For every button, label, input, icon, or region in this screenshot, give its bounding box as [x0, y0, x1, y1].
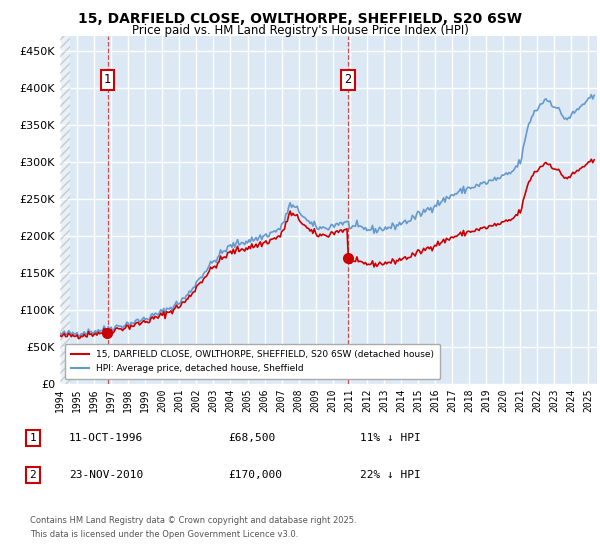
- Text: 1: 1: [29, 433, 37, 443]
- Text: £170,000: £170,000: [228, 470, 282, 480]
- Text: Contains HM Land Registry data © Crown copyright and database right 2025.: Contains HM Land Registry data © Crown c…: [30, 516, 356, 525]
- Text: 22% ↓ HPI: 22% ↓ HPI: [360, 470, 421, 480]
- Text: £68,500: £68,500: [228, 433, 275, 443]
- Text: 2: 2: [29, 470, 37, 480]
- Text: 23-NOV-2010: 23-NOV-2010: [69, 470, 143, 480]
- Text: 11-OCT-1996: 11-OCT-1996: [69, 433, 143, 443]
- Legend: 15, DARFIELD CLOSE, OWLTHORPE, SHEFFIELD, S20 6SW (detached house), HPI: Average: 15, DARFIELD CLOSE, OWLTHORPE, SHEFFIELD…: [65, 344, 440, 379]
- Text: This data is licensed under the Open Government Licence v3.0.: This data is licensed under the Open Gov…: [30, 530, 298, 539]
- Text: Price paid vs. HM Land Registry's House Price Index (HPI): Price paid vs. HM Land Registry's House …: [131, 24, 469, 36]
- Text: 2: 2: [344, 73, 352, 86]
- Bar: [60, 36, 70, 384]
- Text: 15, DARFIELD CLOSE, OWLTHORPE, SHEFFIELD, S20 6SW: 15, DARFIELD CLOSE, OWLTHORPE, SHEFFIELD…: [78, 12, 522, 26]
- Text: 11% ↓ HPI: 11% ↓ HPI: [360, 433, 421, 443]
- Text: 1: 1: [104, 73, 111, 86]
